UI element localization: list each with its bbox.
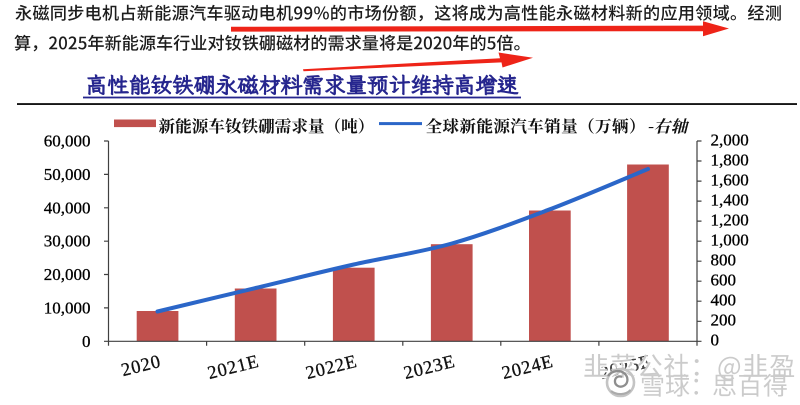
svg-text:1,200: 1,200 [711, 210, 749, 229]
svg-text:600: 600 [711, 271, 737, 290]
svg-text:200: 200 [711, 311, 737, 330]
svg-text:30,000: 30,000 [44, 232, 91, 251]
svg-text:10,000: 10,000 [44, 298, 91, 317]
svg-text:1,600: 1,600 [711, 170, 749, 189]
svg-text:60,000: 60,000 [44, 132, 91, 151]
svg-text:400: 400 [711, 291, 737, 310]
svg-text:0: 0 [711, 331, 720, 350]
svg-text:40,000: 40,000 [44, 198, 91, 217]
svg-text:1,400: 1,400 [711, 190, 749, 209]
svg-text:20,000: 20,000 [44, 265, 91, 284]
svg-text:800: 800 [711, 251, 737, 270]
svg-text:50,000: 50,000 [44, 165, 91, 184]
svg-text:1,000: 1,000 [711, 231, 749, 250]
svg-text:0: 0 [82, 332, 91, 351]
svg-text:1,800: 1,800 [711, 150, 749, 169]
svg-text:2,000: 2,000 [711, 130, 749, 149]
